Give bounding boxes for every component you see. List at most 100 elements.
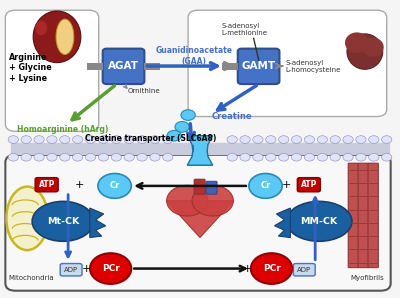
FancyBboxPatch shape [35,178,58,192]
Text: Guanidinoacetate
(GAA): Guanidinoacetate (GAA) [156,46,232,66]
Text: PCr: PCr [102,264,120,273]
Circle shape [266,136,276,143]
Circle shape [330,153,340,161]
Text: MM-CK: MM-CK [301,217,338,226]
Circle shape [249,173,282,198]
Circle shape [72,153,83,161]
Circle shape [192,185,233,216]
FancyBboxPatch shape [348,163,358,268]
Circle shape [163,153,173,161]
Circle shape [253,153,263,161]
FancyArrow shape [87,63,103,70]
Circle shape [292,136,302,143]
Text: AGAT: AGAT [108,61,139,71]
Circle shape [304,153,315,161]
Circle shape [167,185,208,216]
Text: +: + [282,180,291,190]
Circle shape [175,122,189,132]
Circle shape [60,136,70,143]
Text: Cr: Cr [110,181,120,190]
Circle shape [47,153,57,161]
Text: Arginine
+ Glycine
+ Lysine: Arginine + Glycine + Lysine [8,53,51,83]
Circle shape [278,153,289,161]
Circle shape [240,153,250,161]
Circle shape [167,131,181,141]
Circle shape [253,136,263,143]
Circle shape [356,136,366,143]
Polygon shape [274,208,290,238]
Polygon shape [90,208,106,238]
Circle shape [34,136,44,143]
Circle shape [330,136,340,143]
Polygon shape [166,201,234,238]
Circle shape [98,136,108,143]
Circle shape [72,136,83,143]
Circle shape [21,153,31,161]
Text: +: + [82,263,92,274]
Circle shape [90,253,131,284]
Circle shape [34,153,44,161]
Circle shape [163,136,173,143]
Circle shape [111,153,122,161]
Text: Ornithine: Ornithine [128,89,160,94]
Circle shape [382,136,392,143]
Ellipse shape [286,201,352,241]
FancyBboxPatch shape [297,178,320,192]
Circle shape [251,253,292,284]
FancyBboxPatch shape [5,10,99,131]
Text: Creatine transporter (SLC6A8): Creatine transporter (SLC6A8) [85,134,216,143]
Text: ADP: ADP [64,267,78,273]
Circle shape [85,136,96,143]
Circle shape [227,153,237,161]
Polygon shape [187,136,213,165]
Circle shape [382,153,392,161]
Text: ATP: ATP [301,180,317,189]
Circle shape [343,153,353,161]
Circle shape [369,136,379,143]
FancyBboxPatch shape [358,163,368,268]
Circle shape [124,136,134,143]
Ellipse shape [56,19,74,55]
Circle shape [240,136,250,143]
Circle shape [137,136,147,143]
Ellipse shape [347,34,383,69]
FancyBboxPatch shape [5,155,391,291]
Text: ATP: ATP [38,180,55,189]
FancyBboxPatch shape [206,181,217,194]
Text: Mt-CK: Mt-CK [47,217,79,226]
Circle shape [8,136,18,143]
Circle shape [98,173,131,198]
Circle shape [369,153,379,161]
Circle shape [111,136,122,143]
Ellipse shape [33,11,81,63]
Text: Mitochondria: Mitochondria [8,275,54,281]
FancyBboxPatch shape [293,263,315,276]
Text: Homoarginine (hArg): Homoarginine (hArg) [17,125,109,134]
Circle shape [98,153,108,161]
Circle shape [21,136,31,143]
Circle shape [85,153,96,161]
FancyBboxPatch shape [368,163,378,268]
Text: +: + [74,180,84,190]
FancyArrow shape [222,63,238,70]
Circle shape [150,136,160,143]
Circle shape [227,136,237,143]
Text: GAMT: GAMT [242,61,276,71]
Text: Myofibrils: Myofibrils [350,275,384,281]
Text: S-adenosyl
L-methionine: S-adenosyl L-methionine [222,23,268,36]
Text: +: + [243,263,252,274]
FancyArrow shape [144,63,160,70]
Circle shape [124,153,134,161]
Ellipse shape [362,38,384,57]
Circle shape [356,153,366,161]
Circle shape [47,136,57,143]
Text: Cr: Cr [260,181,271,190]
FancyBboxPatch shape [60,263,82,276]
Ellipse shape [32,201,94,241]
Ellipse shape [345,32,369,53]
Circle shape [137,153,147,161]
Circle shape [343,136,353,143]
Circle shape [317,153,328,161]
Text: S-adenosyl
L-homocysteine: S-adenosyl L-homocysteine [286,60,341,73]
Circle shape [266,153,276,161]
